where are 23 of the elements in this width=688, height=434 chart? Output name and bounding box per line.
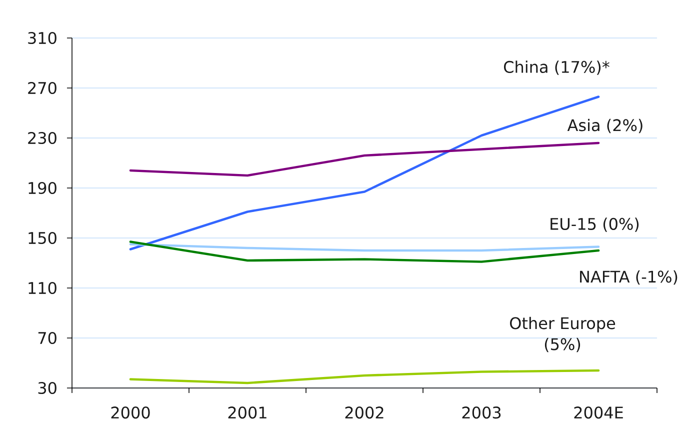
line-series — [129, 369, 600, 384]
line-series — [129, 96, 600, 250]
y-tick-label: 70 — [38, 332, 56, 344]
x-tick-label: 2004E — [574, 406, 623, 419]
series-label: EU-15 (0%) — [550, 218, 639, 232]
x-tick-label: 2000 — [111, 406, 150, 419]
line-series — [129, 243, 600, 252]
x-tick-label: 2001 — [228, 406, 266, 419]
y-tick-label: 30 — [38, 382, 56, 394]
line-series — [129, 240, 600, 263]
x-tick-label: 2003 — [462, 406, 501, 419]
y-tick-label: 230 — [28, 132, 56, 144]
y-tick-label: 190 — [28, 182, 56, 194]
y-tick-label: 310 — [28, 32, 56, 44]
series-label: Other Europe (5%) — [510, 316, 616, 352]
y-tick-label: 150 — [28, 232, 56, 244]
y-tick-label: 110 — [28, 282, 56, 294]
series-label: China (17%)* — [504, 60, 610, 75]
series-label: Asia (2%) — [567, 118, 642, 134]
line-series — [129, 142, 600, 177]
series-label: NAFTA (-1%) — [580, 270, 678, 285]
x-tick-label: 2002 — [345, 406, 384, 419]
y-tick-label: 270 — [28, 82, 56, 94]
